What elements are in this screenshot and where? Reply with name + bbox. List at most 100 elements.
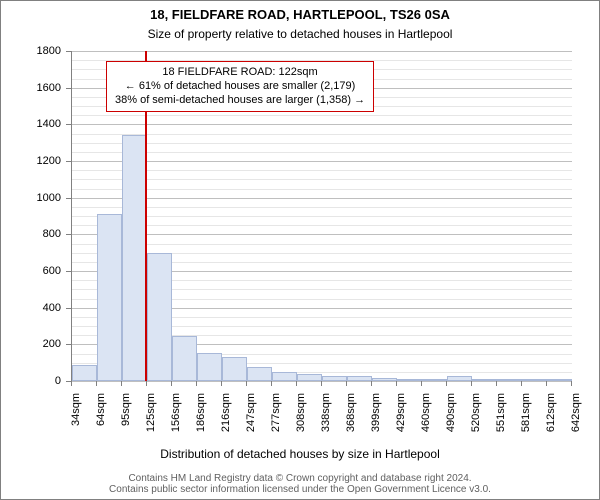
gridline-minor: [72, 115, 572, 116]
x-tick-label: 368sqm: [345, 393, 357, 443]
x-tick-label: 429sqm: [395, 393, 407, 443]
x-axis-label: Distribution of detached houses by size …: [1, 447, 599, 461]
gridline-minor: [72, 244, 572, 245]
histogram-bar: [322, 376, 347, 382]
x-tick-mark: [296, 381, 297, 386]
x-tick-label: 34sqm: [70, 393, 82, 443]
x-tick-mark: [446, 381, 447, 386]
y-tick-label: 600: [1, 265, 61, 277]
x-tick-mark: [346, 381, 347, 386]
histogram-bar: [197, 353, 222, 381]
gridline-minor: [72, 179, 572, 180]
callout-line1: 18 FIELDFARE ROAD: 122sqm: [115, 66, 365, 80]
gridline-major: [72, 198, 572, 199]
y-tick-label: 1400: [1, 118, 61, 130]
gridline-major: [72, 51, 572, 52]
y-tick-mark: [66, 308, 71, 309]
x-tick-label: 95sqm: [120, 393, 132, 443]
x-tick-label: 216sqm: [220, 393, 232, 443]
gridline-minor: [72, 216, 572, 217]
x-tick-mark: [371, 381, 372, 386]
x-tick-label: 581sqm: [520, 393, 532, 443]
x-tick-mark: [396, 381, 397, 386]
gridline-minor: [72, 152, 572, 153]
y-tick-mark: [66, 161, 71, 162]
histogram-bar: [372, 378, 397, 381]
y-tick-label: 1000: [1, 192, 61, 204]
histogram-bar: [297, 374, 322, 381]
x-tick-mark: [271, 381, 272, 386]
histogram-bar: [397, 379, 422, 381]
x-tick-mark: [196, 381, 197, 386]
x-tick-mark: [471, 381, 472, 386]
x-tick-mark: [121, 381, 122, 386]
gridline-major: [72, 161, 572, 162]
chart-container: 18, FIELDFARE ROAD, HARTLEPOOL, TS26 0SA…: [0, 0, 600, 500]
reference-callout: 18 FIELDFARE ROAD: 122sqm ← 61% of detac…: [106, 61, 374, 112]
gridline-major: [72, 124, 572, 125]
x-tick-label: 460sqm: [420, 393, 432, 443]
gridline-minor: [72, 225, 572, 226]
x-tick-mark: [71, 381, 72, 386]
histogram-bar: [472, 379, 497, 381]
histogram-bar: [447, 376, 472, 382]
gridline-major: [72, 234, 572, 235]
y-tick-label: 1600: [1, 82, 61, 94]
x-tick-mark: [321, 381, 322, 386]
gridline-minor: [72, 207, 572, 208]
x-tick-label: 277sqm: [270, 393, 282, 443]
x-tick-label: 490sqm: [445, 393, 457, 443]
x-tick-mark: [171, 381, 172, 386]
x-tick-mark: [221, 381, 222, 386]
y-tick-mark: [66, 198, 71, 199]
y-tick-mark: [66, 51, 71, 52]
y-tick-label: 1800: [1, 45, 61, 57]
x-tick-mark: [421, 381, 422, 386]
y-tick-label: 1200: [1, 155, 61, 167]
y-tick-label: 0: [1, 375, 61, 387]
gridline-minor: [72, 134, 572, 135]
gridline-minor: [72, 170, 572, 171]
x-tick-label: 308sqm: [295, 393, 307, 443]
y-tick-mark: [66, 344, 71, 345]
chart-subtitle: Size of property relative to detached ho…: [1, 27, 599, 41]
histogram-bar: [497, 379, 522, 381]
histogram-bar: [272, 372, 297, 381]
chart-footer: Contains HM Land Registry data © Crown c…: [1, 473, 599, 495]
x-tick-label: 247sqm: [245, 393, 257, 443]
y-tick-mark: [66, 124, 71, 125]
histogram-bar: [97, 214, 122, 381]
histogram-bar: [547, 379, 572, 381]
y-tick-mark: [66, 271, 71, 272]
gridline-major: [72, 381, 572, 382]
chart-title: 18, FIELDFARE ROAD, HARTLEPOOL, TS26 0SA: [1, 7, 599, 22]
histogram-bar: [72, 365, 97, 382]
footer-line2: Contains public sector information licen…: [1, 484, 599, 495]
x-tick-label: 64sqm: [95, 393, 107, 443]
x-tick-mark: [571, 381, 572, 386]
y-tick-mark: [66, 88, 71, 89]
histogram-bar: [222, 357, 247, 381]
x-tick-label: 399sqm: [370, 393, 382, 443]
y-tick-mark: [66, 234, 71, 235]
histogram-bar: [422, 379, 447, 381]
x-tick-label: 642sqm: [570, 393, 582, 443]
callout-line3: 38% of semi-detached houses are larger (…: [115, 94, 365, 108]
y-tick-label: 800: [1, 228, 61, 240]
x-tick-mark: [521, 381, 522, 386]
x-tick-mark: [496, 381, 497, 386]
x-tick-mark: [96, 381, 97, 386]
histogram-bar: [347, 376, 372, 381]
x-tick-mark: [546, 381, 547, 386]
histogram-bar: [122, 135, 147, 381]
x-tick-mark: [246, 381, 247, 386]
x-tick-label: 186sqm: [195, 393, 207, 443]
x-tick-label: 551sqm: [495, 393, 507, 443]
gridline-minor: [72, 143, 572, 144]
x-tick-label: 125sqm: [145, 393, 157, 443]
footer-line1: Contains HM Land Registry data © Crown c…: [1, 473, 599, 484]
y-tick-label: 200: [1, 338, 61, 350]
y-tick-label: 400: [1, 302, 61, 314]
histogram-bar: [147, 253, 172, 381]
histogram-bar: [172, 336, 197, 381]
